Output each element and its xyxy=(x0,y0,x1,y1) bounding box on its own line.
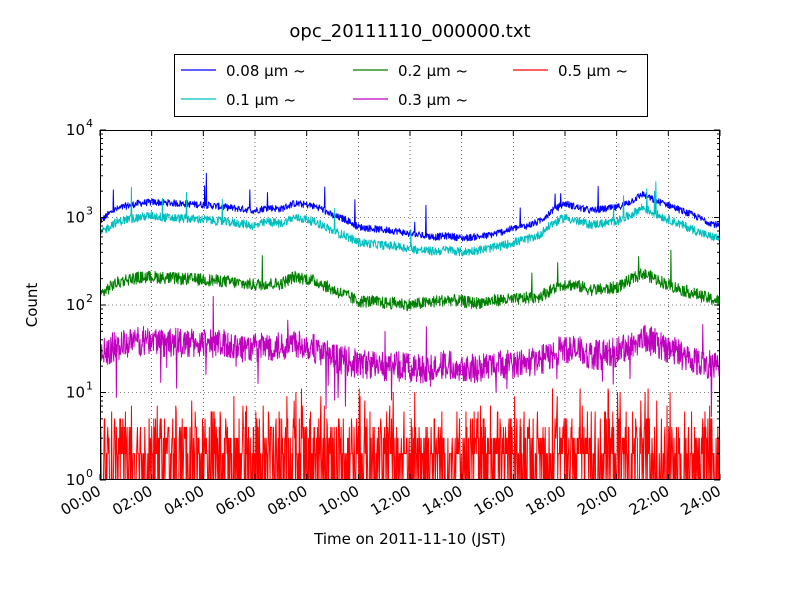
y-tick-exponent: 0 xyxy=(86,467,93,480)
chart-title: opc_20111110_000000.txt xyxy=(289,21,530,42)
y-tick-exponent: 1 xyxy=(86,380,93,393)
y-tick-label: 10 xyxy=(66,471,85,489)
x-tick-label: 22:00 xyxy=(626,482,672,519)
y-axis-label: Count xyxy=(23,283,41,328)
legend-entry: 0.3 μm ~ xyxy=(353,91,468,109)
y-tick-label: 10 xyxy=(66,209,85,227)
x-tick-label: 18:00 xyxy=(523,482,569,519)
legend-entry: 0.1 μm ~ xyxy=(181,91,296,109)
y-tick-exponent: 3 xyxy=(86,205,93,218)
series-line-0-1 xyxy=(100,181,720,257)
legend-entry: 0.08 μm ~ xyxy=(181,62,306,80)
series-line-0-08 xyxy=(100,172,720,242)
x-axis-tick-labels: 00:00 02:00 04:00 06:00 08:00 10:00 12:00 14:00… xyxy=(58,482,724,519)
x-tick-label: 10:00 xyxy=(316,482,362,519)
legend-label: 0.3 μm ~ xyxy=(398,91,468,109)
series-line-0-5 xyxy=(100,388,720,480)
x-tick-label: 24:00 xyxy=(678,482,724,519)
legend-label: 0.5 μm ~ xyxy=(558,62,628,80)
y-tick-label: 10 xyxy=(66,384,85,402)
series-layer xyxy=(100,172,720,480)
legend-entry: 0.5 μm ~ xyxy=(513,62,628,80)
x-tick-label: 12:00 xyxy=(368,482,414,519)
legend-entry: 0.2 μm ~ xyxy=(353,62,468,80)
plot-area xyxy=(99,129,721,481)
x-tick-label: 16:00 xyxy=(471,482,517,519)
x-tick-label: 14:00 xyxy=(419,482,465,519)
legend-frame xyxy=(174,54,648,117)
x-tick-label: 08:00 xyxy=(264,482,310,519)
y-tick-label: 10 xyxy=(66,296,85,314)
legend: 0.08 μm ~ 0.1 μm ~ 0.2 μm ~ 0.3 μm ~ 0.5 μm … xyxy=(174,54,648,117)
grid-lines xyxy=(100,130,720,480)
legend-label: 0.1 μm ~ xyxy=(226,91,296,109)
y-tick-label: 10 xyxy=(66,121,85,139)
series-line-0-2 xyxy=(100,249,720,312)
y-tick-exponent: 4 xyxy=(86,117,93,130)
series-line-0-3 xyxy=(100,295,720,417)
x-tick-label: 04:00 xyxy=(161,482,207,519)
x-tick-label: 20:00 xyxy=(574,482,620,519)
legend-label: 0.08 μm ~ xyxy=(226,62,306,80)
x-tick-label: 02:00 xyxy=(109,482,155,519)
axis-ticks xyxy=(99,129,721,481)
y-tick-exponent: 2 xyxy=(86,292,93,305)
legend-label: 0.2 μm ~ xyxy=(398,62,468,80)
x-axis-label: Time on 2011-11-10 (JST) xyxy=(313,530,506,548)
x-tick-label: 06:00 xyxy=(213,482,259,519)
